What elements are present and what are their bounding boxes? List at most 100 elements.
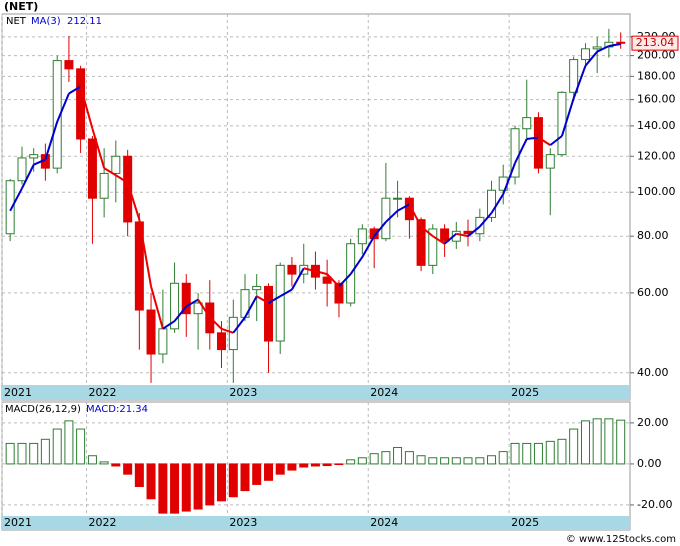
x-tick-label: 2024 <box>370 516 398 529</box>
macd-bar <box>310 463 320 467</box>
x-tick-label: 2025 <box>511 386 539 399</box>
macd-bar <box>393 447 403 465</box>
macd-bar <box>322 463 332 467</box>
candle-body <box>428 228 438 266</box>
candle-body <box>111 155 121 174</box>
ma-line <box>279 288 293 298</box>
candle-body <box>228 316 238 351</box>
candle-body <box>17 157 27 182</box>
ma-line <box>33 158 46 166</box>
ma-line <box>291 267 305 291</box>
candle-body <box>76 68 86 140</box>
candle-body <box>522 117 532 130</box>
candle-body <box>357 228 367 245</box>
y-tick-label: 180.00 <box>637 69 676 82</box>
ma-line <box>68 85 82 95</box>
macd-bar <box>475 457 485 465</box>
macd-bar <box>510 442 520 465</box>
macd-bar <box>52 428 62 465</box>
candle-body <box>64 60 74 70</box>
candle-body <box>592 46 602 50</box>
ma-line <box>526 136 539 140</box>
ma-line <box>443 232 457 245</box>
candle-body <box>287 264 297 275</box>
macd-bar <box>76 428 86 465</box>
macd-bar <box>64 420 74 465</box>
ma-line <box>373 221 387 237</box>
ma-line <box>514 138 528 164</box>
macd-bar <box>40 438 50 465</box>
macd-bar <box>87 455 97 465</box>
ma-line <box>162 320 176 330</box>
macd-bar <box>146 463 156 500</box>
chart-title: (NET) <box>4 0 38 13</box>
legend-macd-value: MACD:21.34 <box>86 404 148 415</box>
ma-line <box>584 51 598 67</box>
candle-body <box>123 155 133 223</box>
x-tick-label: 2025 <box>511 516 539 529</box>
macd-bar <box>111 463 121 467</box>
x-tick-label: 2023 <box>229 516 257 529</box>
candle-body <box>393 197 403 200</box>
macd-bar <box>334 463 344 466</box>
ma-line <box>408 203 422 228</box>
ma-line <box>138 219 153 287</box>
macd-bar <box>533 442 543 465</box>
x-tick-label: 2021 <box>4 386 32 399</box>
ma-line <box>432 235 446 245</box>
ma-line <box>150 286 164 330</box>
ma-line <box>479 212 493 228</box>
ma-line <box>315 270 328 276</box>
ma-line <box>56 93 70 123</box>
x-tick-label: 2024 <box>370 386 398 399</box>
macd-bar <box>346 459 356 465</box>
ma-line <box>232 316 246 334</box>
macd-bar <box>381 451 391 465</box>
macd-bar <box>569 428 579 465</box>
candle-body <box>487 189 497 218</box>
candle-body <box>5 180 15 235</box>
y-tick-label: 100.00 <box>637 185 676 198</box>
ma-line <box>221 327 234 334</box>
y-tick-label: 120.00 <box>637 149 676 162</box>
candle-body <box>99 172 109 199</box>
ma-line <box>537 136 551 146</box>
y-tick-label: -20.00 <box>637 498 672 511</box>
ma-line <box>9 187 23 212</box>
ma-line <box>385 210 399 223</box>
ma-line <box>126 182 141 220</box>
ma-line <box>79 86 94 130</box>
macd-bar <box>416 455 426 465</box>
candle-body <box>369 228 379 240</box>
macd-bar <box>487 455 497 465</box>
macd-bar <box>252 463 262 485</box>
macd-bar <box>29 442 39 465</box>
macd-bar <box>240 463 250 492</box>
macd-bar <box>134 463 144 487</box>
candle-body <box>146 309 156 355</box>
ma-line <box>197 299 211 318</box>
candle-body <box>580 48 590 61</box>
ma-line <box>361 235 376 258</box>
ma-line <box>44 121 59 160</box>
macd-bar <box>205 463 215 506</box>
ma-line <box>596 45 610 53</box>
ma-line <box>467 225 481 237</box>
ma-line <box>303 267 316 273</box>
macd-bar <box>170 463 180 514</box>
candle-body <box>533 117 543 169</box>
macd-bar <box>99 461 109 465</box>
legend-macd: MACD(26,12,9) <box>5 404 81 415</box>
ma-line <box>256 295 270 304</box>
macd-bar <box>287 463 297 471</box>
ma-line <box>91 128 106 169</box>
macd-bar <box>228 463 238 498</box>
y-tick-label: 40.00 <box>637 366 669 379</box>
macd-bar <box>5 442 15 465</box>
macd-bar <box>522 442 532 465</box>
candle-body <box>193 302 203 315</box>
ma-line <box>173 305 188 322</box>
x-tick-label: 2023 <box>229 386 257 399</box>
candle-body <box>252 285 262 291</box>
candle-body <box>545 154 555 169</box>
